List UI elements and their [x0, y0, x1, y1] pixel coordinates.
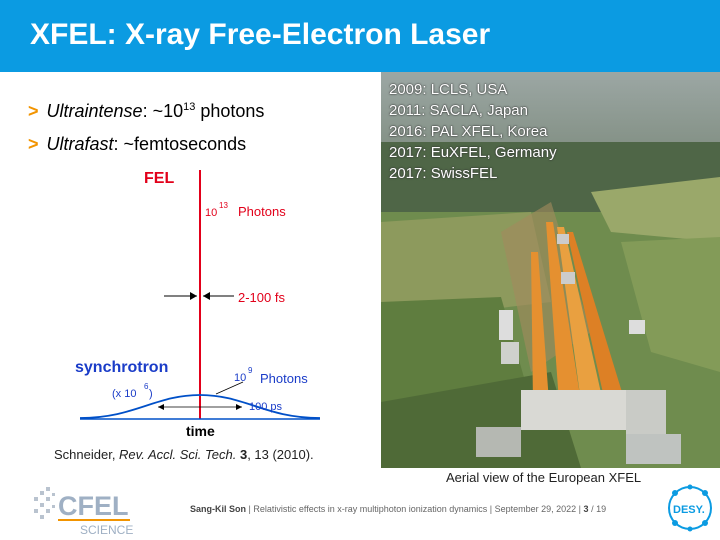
- synchrotron-pulse-curve: [79, 394, 321, 419]
- citation-volume: 3: [239, 447, 248, 462]
- cfel-logo-text: CFEL: [58, 491, 129, 521]
- xfel-facilities-list: 2009: LCLS, USA 2011: SACLA, Japan 2016:…: [389, 79, 557, 184]
- desy-logo-mark: DESY.: [668, 484, 712, 532]
- footer-text: | Relativistic effects in x-ray multipho…: [248, 504, 582, 514]
- bullet-ultraintense: > Ultraintense: ~1013 photons: [28, 91, 264, 128]
- bullet-exponent: 13: [183, 101, 196, 113]
- fel-photons-base: 10: [205, 207, 217, 219]
- facility-swissfel: 2017: SwissFEL: [389, 165, 498, 182]
- pulse-width-label: 2-100 fs: [238, 290, 285, 305]
- desy-logo-text: DESY.: [673, 504, 705, 516]
- sync-arrowhead-right: [236, 404, 242, 410]
- sync-width-label: 100 ps: [249, 401, 283, 413]
- sync-arrowhead-left: [158, 404, 164, 410]
- fel-photons-exp: 13: [219, 201, 228, 210]
- footer-page: 3: [583, 504, 589, 514]
- footer-total: / 19: [591, 504, 607, 514]
- sync-photons-unit: Photons: [260, 371, 308, 386]
- fel-label: FEL: [144, 170, 174, 187]
- time-label: time: [186, 423, 215, 439]
- cfel-logo-subtext: SCIENCE: [80, 523, 133, 537]
- sync-scale-close: ): [149, 388, 153, 400]
- cfel-logo: CFEL SCIENCE: [30, 483, 140, 537]
- bullet-ultrafast: > Ultrafast: ~femtoseconds: [28, 128, 264, 161]
- synchrotron-label: synchrotron: [75, 359, 168, 376]
- title-bar: XFEL: X-ray Free-Electron Laser: [0, 0, 720, 72]
- aerial-photo: 2009: LCLS, USA 2011: SACLA, Japan 2016:…: [381, 72, 720, 468]
- sync-photons-exp: 9: [248, 366, 253, 375]
- facility-sacla: 2011: SACLA, Japan: [389, 102, 528, 119]
- sync-photons-base: 10: [234, 372, 246, 384]
- bullet-label: Ultraintense: [46, 101, 143, 121]
- citation-rest: , 13 (2010).: [247, 447, 314, 462]
- facility-euxfel: 2017: EuXFEL, Germany: [389, 144, 557, 161]
- citation-journal: Rev. Accl. Sci. Tech.: [119, 447, 237, 462]
- bullet-text-end: photons: [195, 101, 265, 121]
- arrowhead-right: [203, 292, 210, 300]
- slide-footer: Sang-Kil Son | Relativistic effects in x…: [190, 504, 606, 514]
- desy-logo: DESY.: [665, 483, 715, 533]
- citation-author: Schneider,: [54, 447, 120, 462]
- sync-scale-open: (x 10: [112, 388, 136, 400]
- citation: Schneider, Rev. Accl. Sci. Tech. 3, 13 (…: [54, 447, 314, 462]
- bullet-label: Ultrafast: [46, 134, 114, 154]
- pulse-comparison-diagram: FEL 10 13 Photons 2-100 fs synchrotron (…: [75, 170, 321, 439]
- bullet-marker: >: [28, 134, 39, 154]
- fel-vs-synchrotron-figure: FEL 10 13 Photons 2-100 fs synchrotron (…: [40, 160, 340, 445]
- cfel-logo-mark: CFEL SCIENCE: [34, 487, 133, 537]
- footer-author: Sang-Kil Son: [190, 504, 246, 514]
- sync-photons-pointer: [215, 381, 244, 395]
- facility-lcls: 2009: LCLS, USA: [389, 81, 508, 98]
- aerial-photo-image: [381, 72, 720, 468]
- photo-caption: Aerial view of the European XFEL: [446, 470, 642, 485]
- bullet-text: : ~10: [142, 101, 184, 121]
- slide-title: XFEL: X-ray Free-Electron Laser: [30, 18, 491, 51]
- bullet-marker: >: [28, 101, 39, 121]
- facility-pal-xfel: 2016: PAL XFEL, Korea: [389, 123, 548, 140]
- bullet-list: > Ultraintense: ~1013 photons > Ultrafast:…: [28, 91, 264, 161]
- bullet-text: : ~femtoseconds: [113, 134, 247, 154]
- sync-scale-exp: 6: [144, 382, 149, 391]
- arrowhead-left: [190, 292, 197, 300]
- fel-photons-unit: Photons: [238, 204, 286, 219]
